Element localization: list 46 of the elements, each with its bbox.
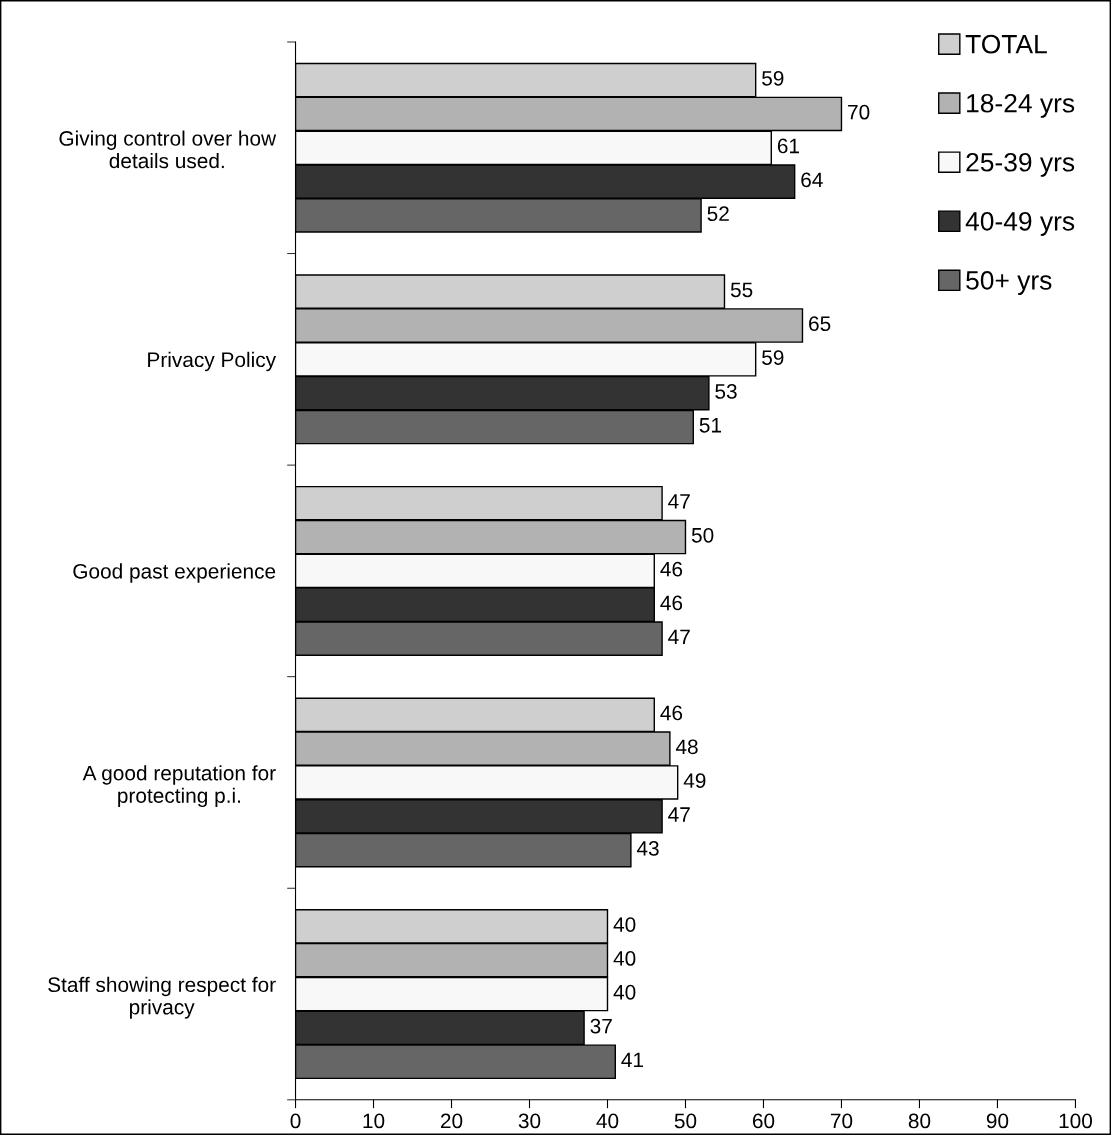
x-tick-label: 50 (674, 1113, 697, 1129)
y-tick-label: Privacy Policy (148, 351, 277, 372)
data-label: 46 (660, 705, 683, 721)
data-label: 50 (691, 527, 714, 543)
data-label: 40 (613, 917, 636, 932)
data-label: 53 (715, 384, 737, 399)
data-label: 48 (675, 739, 698, 755)
data-label: 47 (668, 807, 690, 822)
data-label: 61 (777, 138, 799, 154)
x-tick-label: 30 (518, 1113, 541, 1129)
data-label: 46 (660, 595, 683, 611)
y-tick-label: Staff showing respect for privacy (48, 976, 276, 1019)
data-label: 52 (707, 206, 729, 222)
x-tick-label: 90 (986, 1113, 1009, 1129)
data-label: 51 (699, 418, 721, 433)
data-label: 43 (636, 841, 659, 856)
data-label: 46 (660, 561, 683, 577)
x-tick-label: 80 (908, 1113, 931, 1129)
data-label: 47 (668, 494, 690, 509)
y-tick-label: Good past experience (73, 563, 276, 583)
data-label: 40 (613, 984, 636, 1000)
legend-label: 18-24 yrs (967, 93, 1075, 118)
x-tick-label: 40 (596, 1113, 619, 1129)
legend-label: 50+ yrs (966, 271, 1052, 295)
x-tick-label: 100 (1059, 1113, 1093, 1129)
data-label: 70 (848, 104, 870, 120)
data-label: 41 (621, 1052, 644, 1068)
y-tick-label: Giving control over how details used. (59, 130, 277, 169)
x-tick-label: 60 (752, 1113, 775, 1129)
data-label: 40 (613, 951, 636, 966)
data-label: 65 (809, 316, 831, 332)
x-tick-label: 70 (830, 1113, 853, 1129)
data-label: 49 (683, 773, 706, 789)
x-tick-label: 20 (440, 1113, 463, 1129)
y-tick-label: A good reputation for protecting p.i. (82, 765, 276, 808)
x-tick-label: 0 (290, 1113, 301, 1129)
data-label: 59 (762, 350, 784, 365)
legend-label: TOTAL (965, 34, 1047, 54)
legend-label: 40-49 yrs (965, 211, 1075, 236)
data-label: 59 (762, 70, 784, 86)
data-label: 55 (730, 282, 753, 298)
data-label: 37 (590, 1018, 612, 1034)
data-label: 64 (801, 172, 823, 188)
legend-label: 25-39 yrs (966, 152, 1075, 177)
data-label: 47 (668, 629, 690, 644)
x-tick-label: 10 (363, 1113, 385, 1129)
